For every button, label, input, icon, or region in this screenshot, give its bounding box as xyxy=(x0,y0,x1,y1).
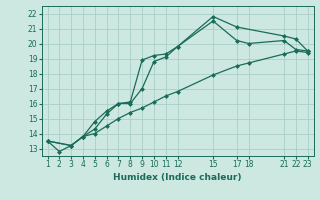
X-axis label: Humidex (Indice chaleur): Humidex (Indice chaleur) xyxy=(113,173,242,182)
